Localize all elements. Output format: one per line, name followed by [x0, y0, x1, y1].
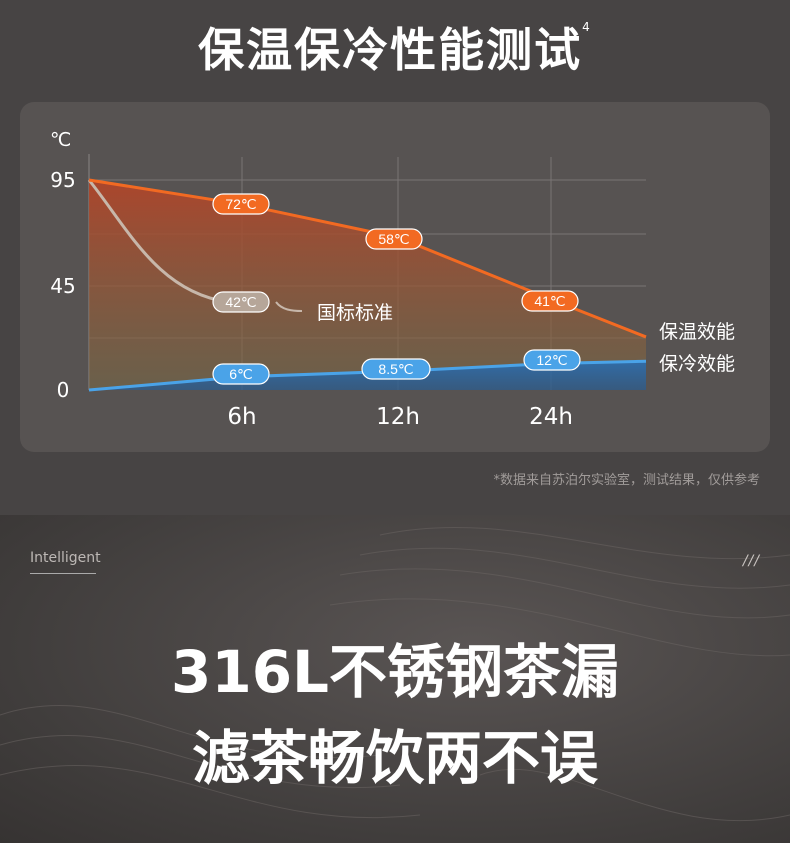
- y-tick-label: 45: [50, 274, 75, 298]
- hot-data-label: 58℃: [378, 231, 409, 247]
- standard-curve: [87, 179, 229, 304]
- y-tick-label: 0: [57, 378, 70, 402]
- cold-data-label: 8.5℃: [378, 361, 413, 377]
- hot-data-label: 41℃: [534, 293, 565, 309]
- standard-data-label-pill: [212, 291, 270, 313]
- hot-data-label-pill: [212, 193, 270, 215]
- x-tick-label: 6h: [227, 404, 256, 430]
- y-unit-label: ℃: [50, 129, 71, 151]
- page-title: 保温保冷性能测试4: [0, 14, 790, 80]
- cold-data-label-pill: [361, 358, 431, 380]
- chart-card: 72℃ 58℃ 41℃ 6℃ 8.5℃ 12℃ 42℃ 国标标准保温效能保冷效能 ℃ 95 45 0 6…: [20, 102, 770, 452]
- y-tick-label: 95: [50, 168, 75, 192]
- hot-data-label-pill: [521, 290, 579, 312]
- standard-series-name: 国标标准: [317, 302, 393, 324]
- headline-line-2: 滤茶畅饮两不误: [191, 724, 598, 792]
- hot-data-label: 72℃: [225, 196, 256, 212]
- title-superscript: 4: [582, 20, 592, 34]
- cold-data-label: 12℃: [536, 352, 567, 368]
- cold-series-name: 保冷效能: [659, 353, 735, 375]
- hot-area: [89, 180, 646, 390]
- footnote: *数据来自苏泊尔实验室，测试结果，仅供参考: [493, 473, 760, 488]
- feature-section: Intelligent /// 316L不锈钢茶漏 滤茶畅饮两不误: [0, 515, 790, 843]
- title-text: 保温保冷性能测试: [198, 23, 583, 77]
- chart-section: 保温保冷性能测试4 72℃ 58℃ 41℃ 6℃ 8.5℃ 12℃ 42℃ 国标标准 保温效能保…: [0, 14, 790, 488]
- cold-data-label: 6℃: [229, 366, 253, 382]
- x-tick-label: 24h: [529, 404, 573, 430]
- hot-data-label-pill: [365, 228, 423, 250]
- tag-underline: [30, 573, 96, 574]
- slashes-decoration: ///: [742, 553, 760, 569]
- standard-data-label: 42℃: [225, 294, 256, 310]
- standard-leader-line: [275, 301, 303, 312]
- x-tick-label: 12h: [376, 404, 420, 430]
- hot-series-name: 保温效能: [659, 321, 735, 343]
- decorative-swirl: [0, 526, 790, 822]
- cold-data-label-pill: [212, 363, 270, 385]
- headline-line-1: 316L不锈钢茶漏: [170, 638, 620, 706]
- cold-data-label-pill: [523, 349, 581, 371]
- intelligent-tag: Intelligent: [30, 550, 101, 566]
